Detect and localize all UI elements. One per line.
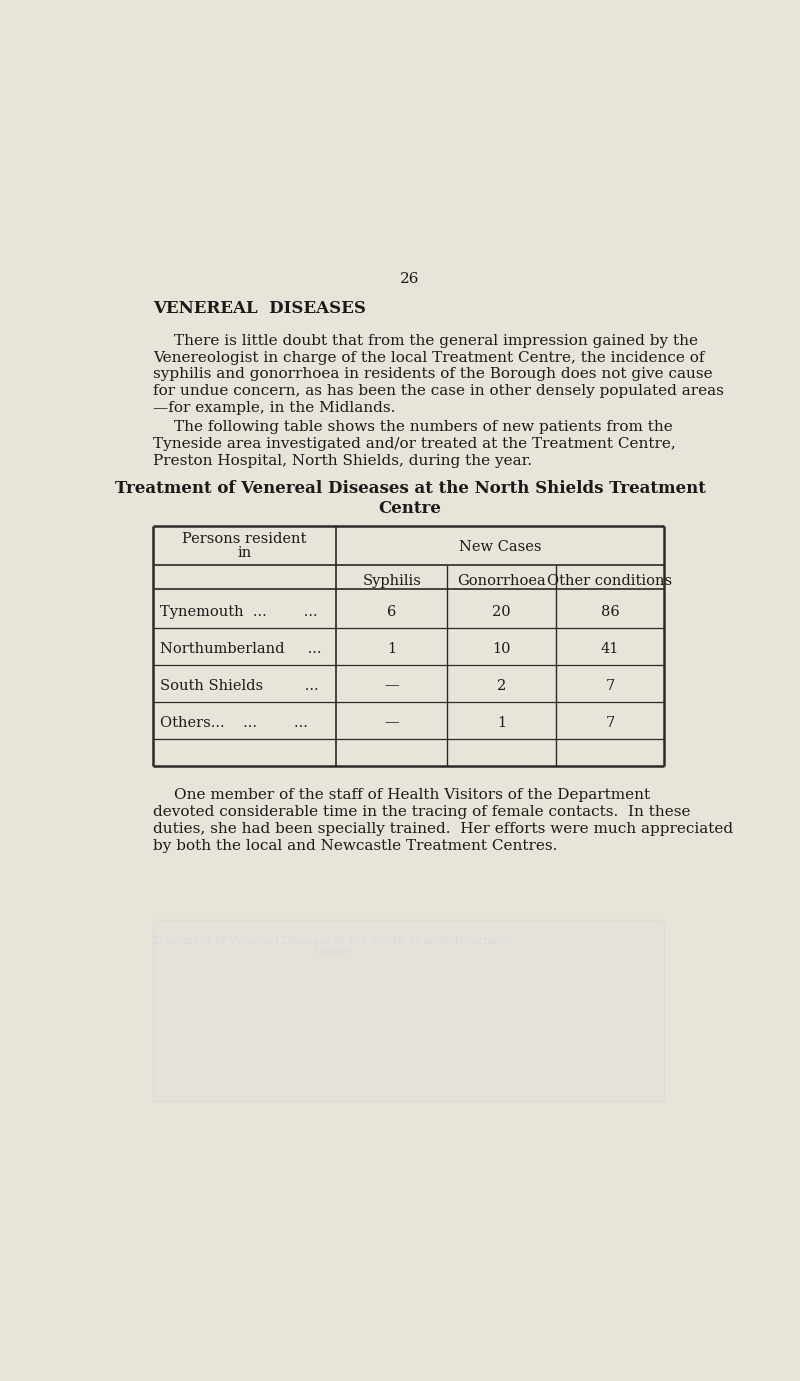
Text: 86: 86 [601, 605, 619, 619]
Text: Centre: Centre [313, 946, 352, 957]
Text: devoted considerable time in the tracing of female contacts.  In these: devoted considerable time in the tracing… [153, 805, 690, 819]
Text: Centre: Centre [378, 500, 442, 516]
Text: Northumberland     ...: Northumberland ... [161, 642, 322, 656]
Text: duties, she had been specially trained.  Her efforts were much appreciated: duties, she had been specially trained. … [153, 822, 733, 836]
Text: 1: 1 [387, 642, 396, 656]
Text: The following table shows the numbers of new patients from the: The following table shows the numbers of… [174, 420, 672, 434]
Text: syphilis and gonorrhoea in residents of the Borough does not give cause: syphilis and gonorrhoea in residents of … [153, 367, 712, 381]
Bar [153, 920, 664, 1101]
Text: Syphilis: Syphilis [362, 574, 422, 588]
Text: 7: 7 [606, 678, 614, 692]
Text: VENEREAL  DISEASES: VENEREAL DISEASES [153, 301, 366, 318]
Text: Preston Hospital, North Shields, during the year.: Preston Hospital, North Shields, during … [153, 454, 532, 468]
Text: Tynemouth  ...        ...: Tynemouth ... ... [161, 605, 318, 619]
Text: 7: 7 [606, 715, 614, 729]
Text: There is little doubt that from the general impression gained by the: There is little doubt that from the gene… [174, 334, 698, 348]
Text: 41: 41 [601, 642, 619, 656]
Text: Persons resident: Persons resident [182, 532, 306, 547]
Text: Other conditions: Other conditions [547, 574, 673, 588]
Text: for undue concern, as has been the case in other densely populated areas: for undue concern, as has been the case … [153, 384, 723, 398]
Text: 26: 26 [400, 272, 420, 286]
Text: by both the local and Newcastle Treatment Centres.: by both the local and Newcastle Treatmen… [153, 838, 557, 852]
Text: Gonorrhoea: Gonorrhoea [457, 574, 546, 588]
Text: South Shields         ...: South Shields ... [161, 678, 319, 692]
Text: in: in [238, 545, 252, 561]
Text: One member of the staff of Health Visitors of the Department: One member of the staff of Health Visito… [174, 789, 650, 802]
Text: —for example, in the Midlands.: —for example, in the Midlands. [153, 402, 395, 416]
Text: 6: 6 [387, 605, 397, 619]
Text: Treatment of Venereal Diseases at the North Shields Treatment: Treatment of Venereal Diseases at the No… [153, 936, 513, 946]
Text: New Cases: New Cases [459, 540, 542, 554]
Text: Others...    ...        ...: Others... ... ... [161, 715, 308, 729]
Text: 2: 2 [497, 678, 506, 692]
Text: 10: 10 [492, 642, 510, 656]
Text: 20: 20 [492, 605, 510, 619]
Text: —: — [385, 678, 399, 692]
Text: Tyneside area investigated and/or treated at the Treatment Centre,: Tyneside area investigated and/or treate… [153, 436, 675, 450]
Text: Treatment of Venereal Diseases at the North Shields Treatment: Treatment of Venereal Diseases at the No… [114, 479, 706, 497]
Text: Venereologist in charge of the local Treatment Centre, the incidence of: Venereologist in charge of the local Tre… [153, 351, 704, 365]
Text: 1: 1 [497, 715, 506, 729]
Text: —: — [385, 715, 399, 729]
